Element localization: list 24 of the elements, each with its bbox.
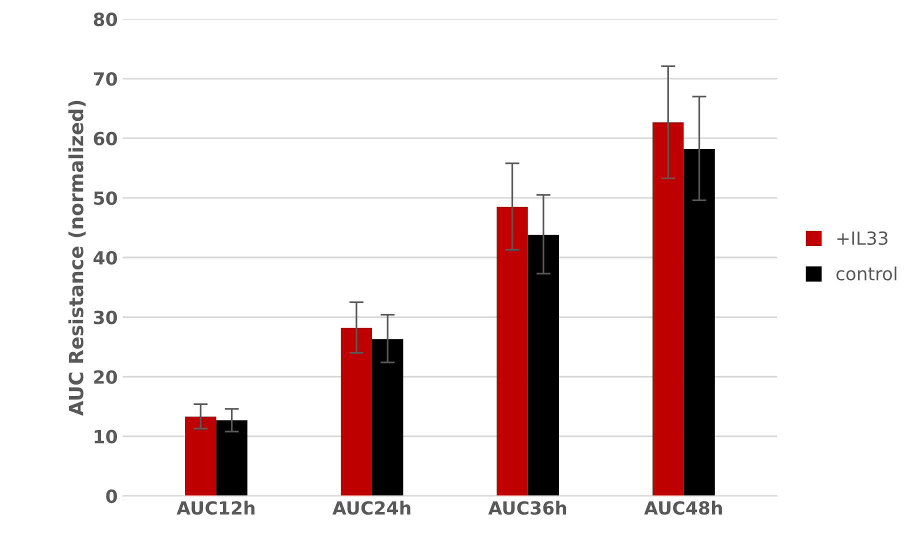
y-tick-label: 60 <box>94 132 117 146</box>
y-tick-label: 70 <box>94 72 117 86</box>
bar <box>652 122 684 496</box>
bar <box>372 339 404 496</box>
y-axis-title: AUC Resistance (normalized) <box>68 100 86 416</box>
y-tick-label: 30 <box>94 310 117 324</box>
x-tick-label: AUC36h <box>488 500 566 515</box>
bar <box>528 234 560 496</box>
bar <box>496 206 528 496</box>
y-tick-label: 40 <box>94 250 117 265</box>
bar <box>216 420 248 496</box>
bar <box>684 149 715 496</box>
y-tick-label: 80 <box>94 12 117 26</box>
y-tick-label: 10 <box>94 430 117 444</box>
y-tick-label: 20 <box>94 370 117 384</box>
y-tick-label: 0 <box>106 489 117 504</box>
legend-label: control <box>836 266 896 281</box>
legend-label: +IL33 <box>837 231 888 245</box>
x-tick-label: AUC24h <box>332 500 410 515</box>
x-tick-label: AUC12h <box>176 500 254 515</box>
y-tick-label: 50 <box>94 191 117 206</box>
x-tick-label: AUC48h <box>644 500 722 515</box>
bar <box>185 416 216 496</box>
bar <box>340 328 372 496</box>
